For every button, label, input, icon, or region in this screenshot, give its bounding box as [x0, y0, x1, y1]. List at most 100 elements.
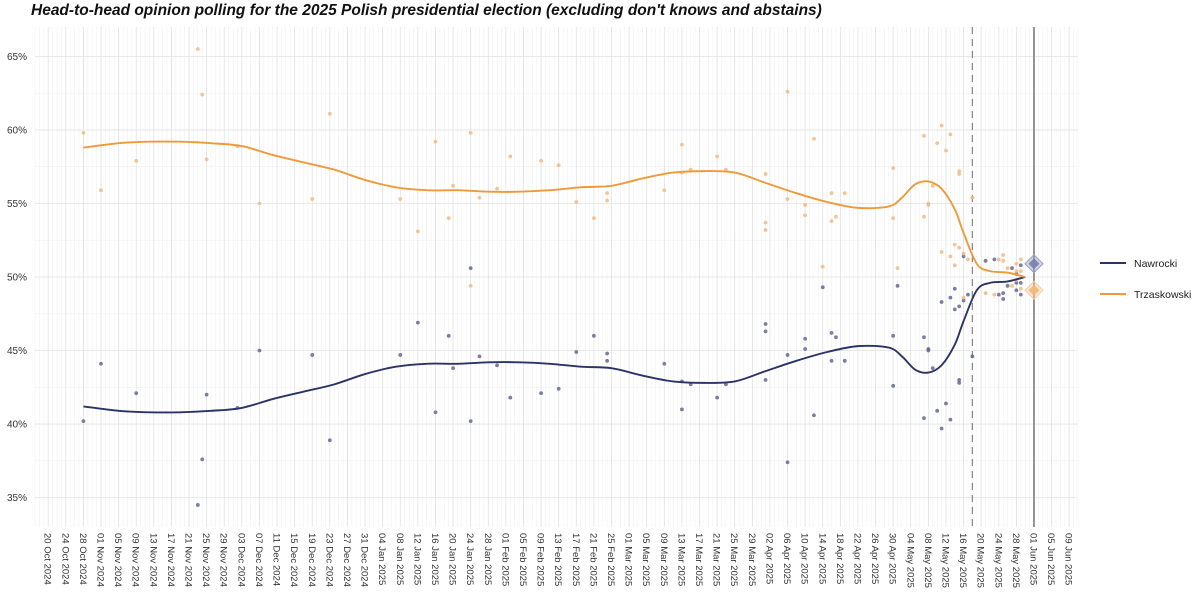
- poll-point-trzaskowski: [996, 257, 1001, 262]
- poll-point-nawrocki: [200, 457, 205, 462]
- poll-point-nawrocki: [508, 395, 513, 400]
- poll-point-trzaskowski: [812, 136, 816, 141]
- poll-point-nawrocki: [952, 307, 957, 312]
- poll-points: [81, 47, 1023, 507]
- poll-point-trzaskowski: [834, 214, 838, 219]
- x-tick-label: 25 Feb 2025: [605, 533, 616, 586]
- x-tick-label: 21 Feb 2025: [587, 533, 598, 586]
- poll-point-trzaskowski: [926, 203, 931, 207]
- x-tick-label: 01 Jun 2025: [1027, 533, 1038, 585]
- x-tick-label: 24 Jan 2025: [464, 533, 475, 585]
- poll-point-trzaskowski: [662, 188, 667, 193]
- x-tick-label: 05 Mar 2025: [640, 533, 651, 586]
- poll-point-trzaskowski: [1018, 269, 1023, 274]
- poll-point-nawrocki: [605, 351, 610, 356]
- poll-point-nawrocki: [961, 254, 966, 259]
- poll-point-trzaskowski: [763, 220, 768, 225]
- poll-point-nawrocki: [829, 330, 834, 335]
- poll-point-nawrocki: [785, 353, 790, 357]
- poll-point-nawrocki: [99, 361, 103, 366]
- poll-point-nawrocki: [803, 347, 808, 351]
- poll-point-trzaskowski: [556, 163, 561, 168]
- poll-point-trzaskowski: [680, 142, 684, 147]
- poll-point-trzaskowski: [961, 251, 966, 256]
- x-tick-label: 13 Feb 2025: [552, 533, 563, 586]
- x-tick-label: 09 Feb 2025: [535, 533, 546, 586]
- x-tick-label: 05 Nov 2024: [112, 533, 123, 587]
- x-tick-label: 09 Jun 2025: [1063, 533, 1074, 585]
- poll-point-nawrocki: [451, 366, 455, 371]
- poll-point-trzaskowski: [1018, 257, 1023, 262]
- x-tick-label: 08 May 2025: [922, 533, 933, 588]
- legend-label-nawrocki: Nawrocki: [1134, 258, 1177, 270]
- poll-point-trzaskowski: [939, 123, 944, 128]
- x-tick-label: 04 May 2025: [904, 533, 915, 588]
- y-tick-label: 65%: [7, 52, 27, 63]
- poll-point-nawrocki: [1018, 280, 1023, 285]
- y-tick-label: 55%: [7, 199, 27, 210]
- poll-point-nawrocki: [415, 320, 420, 325]
- poll-point-nawrocki: [834, 335, 838, 340]
- poll-point-nawrocki: [939, 426, 944, 431]
- poll-point-trzaskowski: [829, 219, 834, 224]
- poll-point-nawrocki: [842, 358, 847, 363]
- poll-point-trzaskowski: [966, 257, 970, 262]
- poll-point-trzaskowski: [948, 254, 953, 259]
- x-tick-label: 28 Oct 2024: [77, 533, 88, 585]
- x-tick-label: 28 Jan 2025: [482, 533, 493, 585]
- poll-point-trzaskowski: [327, 111, 332, 116]
- poll-point-trzaskowski: [1001, 253, 1006, 257]
- poll-point-trzaskowski: [539, 158, 543, 163]
- poll-point-trzaskowski: [1010, 283, 1014, 288]
- x-tick-label: 01 Mar 2025: [623, 533, 634, 586]
- x-tick-label: 16 May 2025: [957, 533, 968, 588]
- x-tick-label: 05 Feb 2025: [517, 533, 528, 586]
- poll-point-nawrocki: [763, 378, 768, 382]
- poll-point-nawrocki: [1010, 266, 1014, 271]
- x-tick-label: 27 Dec 2024: [341, 533, 352, 587]
- x-tick-label: 21 Mar 2025: [711, 533, 722, 586]
- poll-point-nawrocki: [468, 266, 473, 271]
- poll-point-trzaskowski: [829, 191, 834, 196]
- poll-point-nawrocki: [970, 354, 975, 359]
- poll-point-nawrocki: [680, 407, 684, 412]
- poll-point-nawrocki: [996, 292, 1001, 297]
- x-tick-label: 06 Apr 2025: [781, 533, 792, 584]
- x-tick-label: 18 Apr 2025: [834, 533, 845, 584]
- poll-point-nawrocki: [944, 401, 948, 406]
- poll-point-trzaskowski: [935, 141, 940, 146]
- poll-point-trzaskowski: [1014, 261, 1019, 266]
- poll-point-nawrocki: [605, 358, 610, 363]
- poll-point-trzaskowski: [952, 263, 957, 268]
- poll-point-trzaskowski: [1001, 258, 1006, 263]
- poll-point-nawrocki: [468, 419, 473, 424]
- poll-point-nawrocki: [592, 333, 596, 338]
- poll-point-nawrocki: [1018, 292, 1023, 297]
- poll-point-nawrocki: [891, 383, 896, 388]
- x-tick-label: 03 Dec 2024: [235, 533, 246, 587]
- x-tick-label: 19 Dec 2024: [306, 533, 317, 587]
- poll-point-trzaskowski: [592, 216, 596, 221]
- poll-point-nawrocki: [785, 460, 790, 465]
- x-tick-label: 11 Dec 2024: [271, 533, 282, 586]
- poll-point-nawrocki: [195, 503, 200, 507]
- x-tick-label: 24 May 2025: [992, 533, 1003, 588]
- result-markers: [1024, 254, 1044, 300]
- x-tick-label: 14 Apr 2025: [816, 533, 827, 584]
- poll-point-trzaskowski: [468, 283, 473, 288]
- poll-point-nawrocki: [662, 361, 667, 366]
- poll-point-trzaskowski: [195, 47, 200, 51]
- poll-point-trzaskowski: [1018, 286, 1023, 291]
- poll-point-trzaskowski: [204, 157, 209, 162]
- x-tick-label: 17 Mar 2025: [693, 533, 704, 586]
- x-tick-label: 13 Mar 2025: [675, 533, 686, 586]
- reference-lines: [971, 27, 1035, 527]
- legend-label-trzaskowski: Trzaskowski: [1134, 289, 1191, 301]
- poll-point-nawrocki: [922, 416, 926, 421]
- x-tick-label: 02 Apr 2025: [763, 533, 774, 584]
- trend-line-trzaskowski: [83, 140, 1026, 278]
- poll-point-nawrocki: [1001, 297, 1006, 301]
- poll-point-nawrocki: [539, 391, 543, 396]
- poll-point-trzaskowski: [820, 264, 825, 269]
